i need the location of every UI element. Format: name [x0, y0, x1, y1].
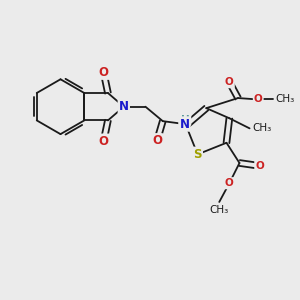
Text: N: N	[119, 100, 129, 113]
Text: O: O	[99, 135, 109, 148]
Text: O: O	[255, 161, 264, 171]
Text: CH₃: CH₃	[276, 94, 295, 104]
Text: O: O	[225, 178, 234, 188]
Text: CH₃: CH₃	[210, 205, 229, 215]
Text: O: O	[99, 66, 109, 79]
Text: O: O	[152, 134, 162, 147]
Text: O: O	[225, 77, 234, 87]
Text: O: O	[254, 94, 262, 104]
Text: S: S	[194, 148, 202, 161]
Text: H: H	[182, 115, 190, 125]
Text: N: N	[179, 118, 189, 130]
Text: CH₃: CH₃	[253, 123, 272, 134]
